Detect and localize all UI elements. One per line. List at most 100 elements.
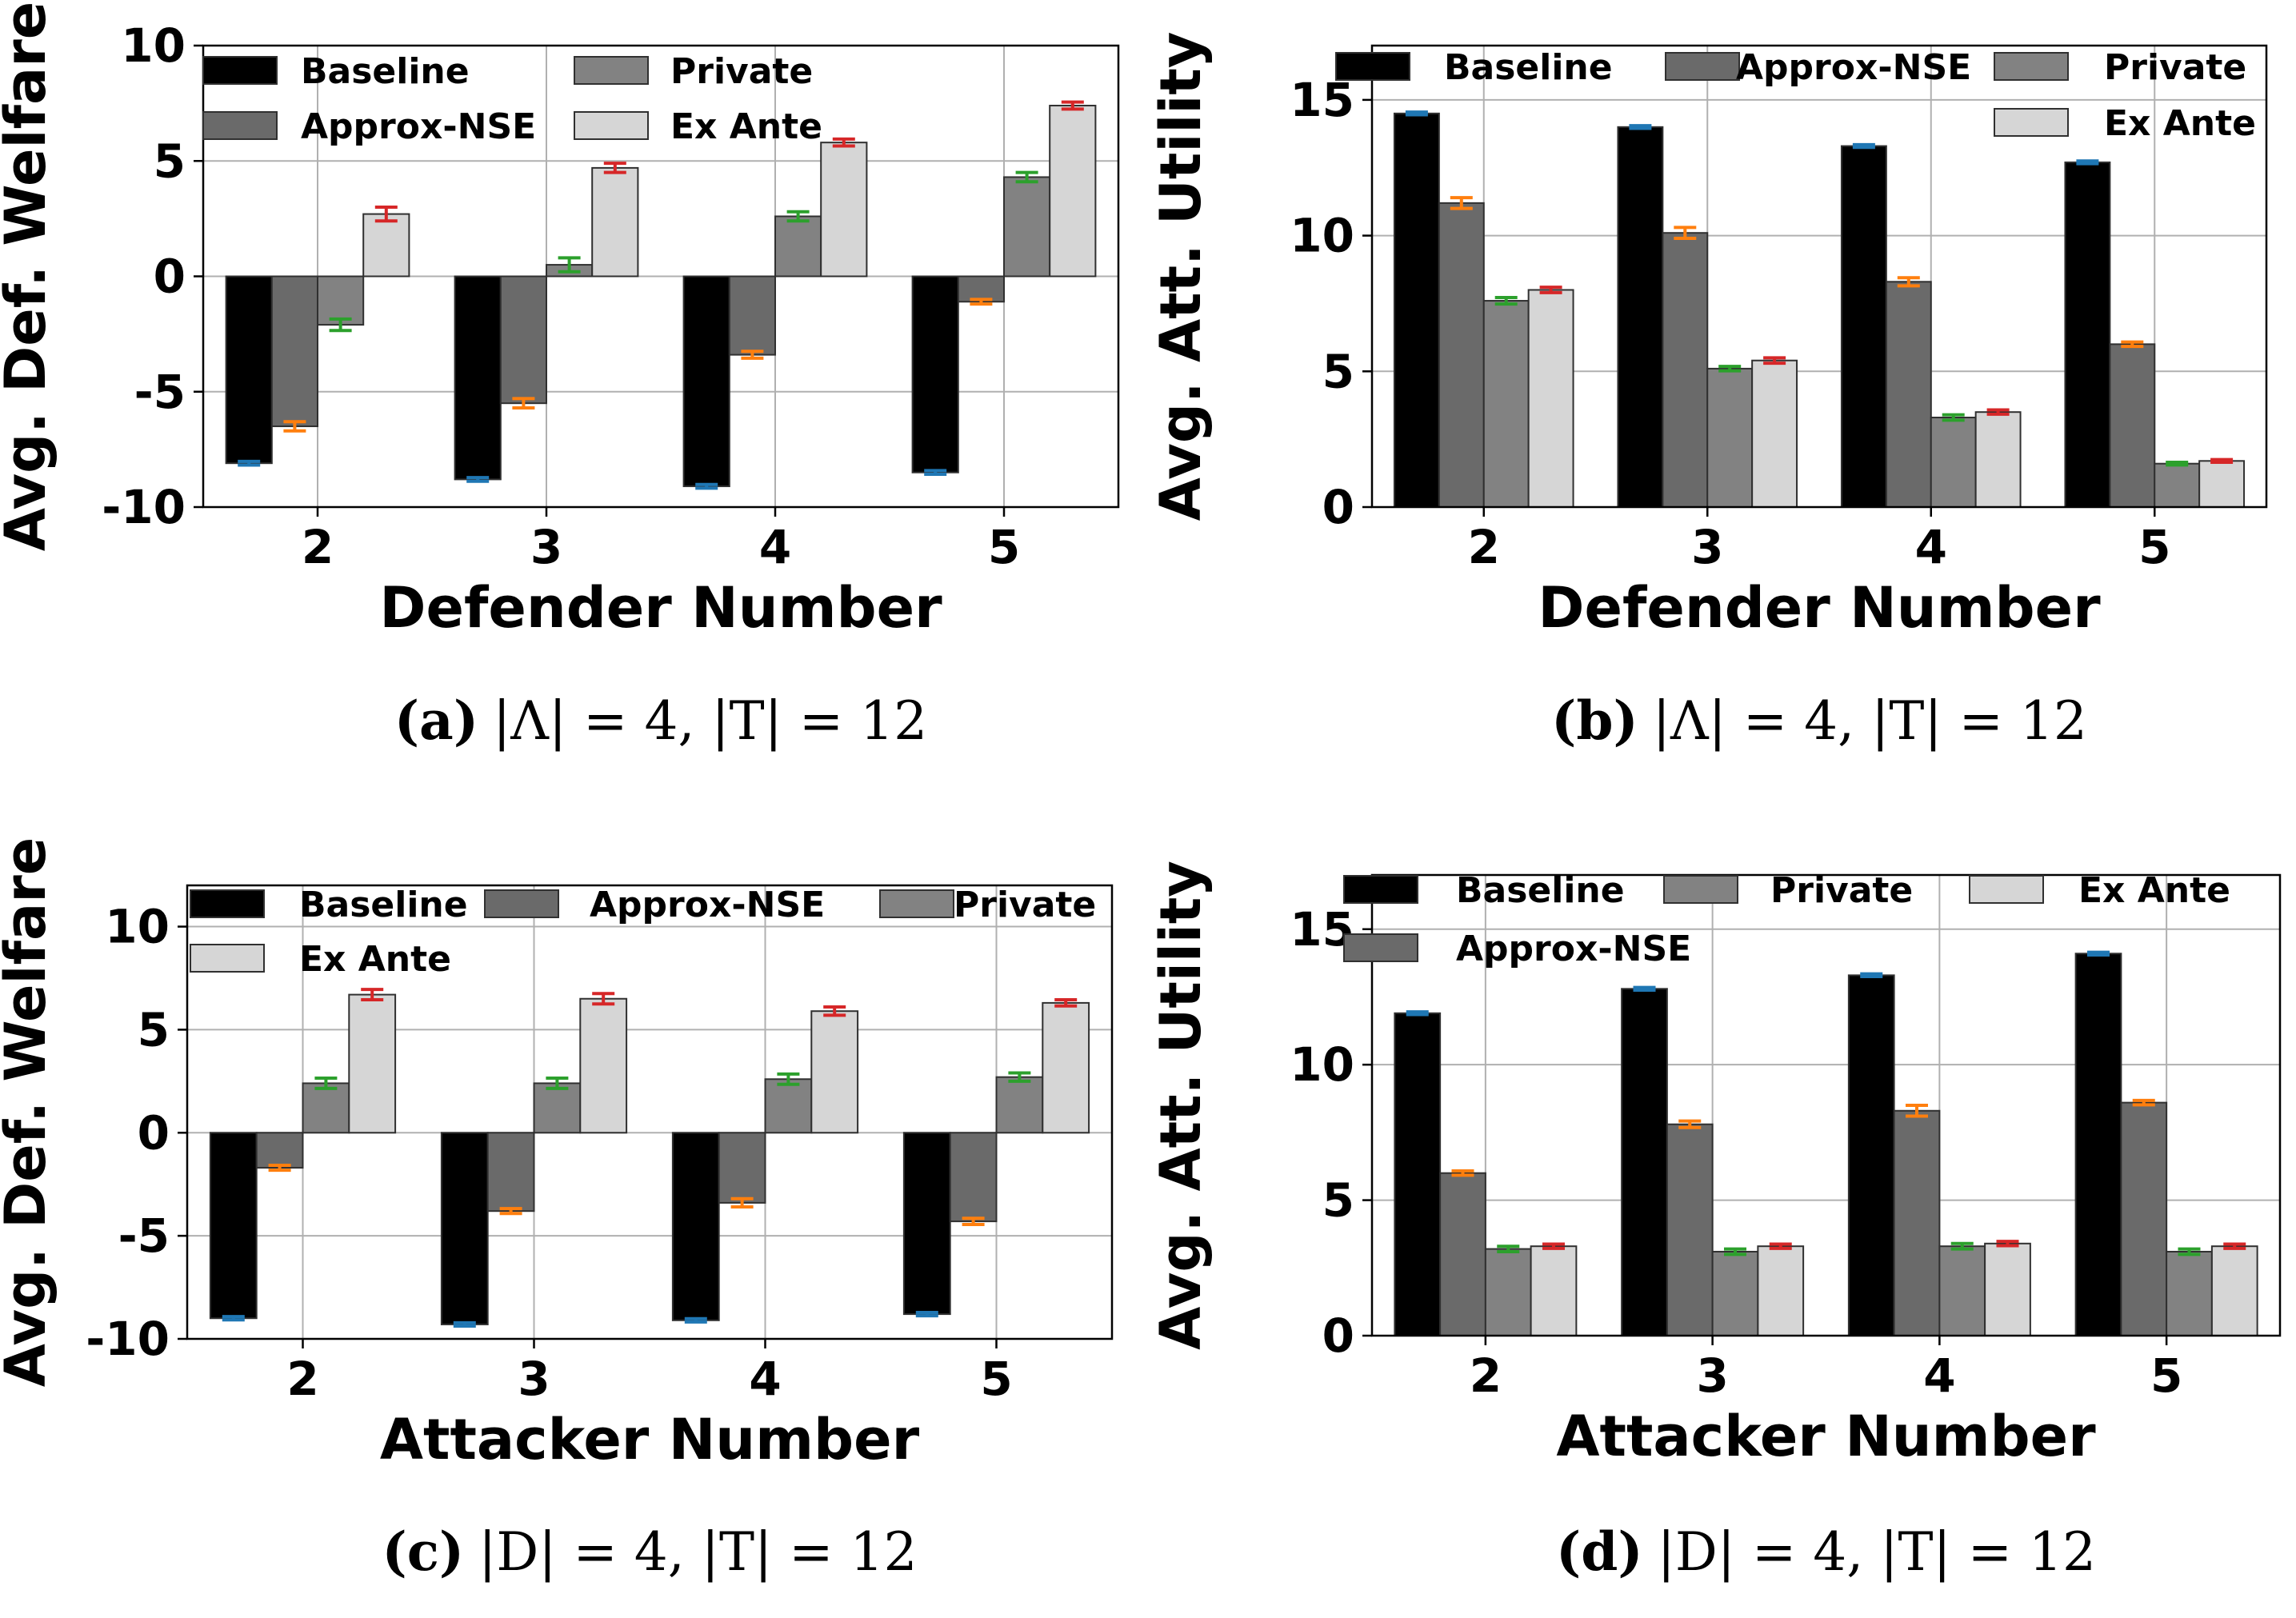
caption-text: |Λ| = 4, |T| = 12 — [1653, 690, 2087, 752]
legend-swatch-ex_ante — [1994, 108, 2069, 137]
x-tick-label: 4 — [759, 520, 791, 574]
legend-swatch-private — [1994, 52, 2069, 81]
bar-baseline — [1617, 126, 1664, 509]
legend-label-approx_nse: Approx-NSE — [1456, 929, 1691, 969]
legend-label-baseline: Baseline — [1456, 870, 1625, 911]
x-tick-label: 3 — [1691, 520, 1723, 574]
y-tick-label: 10 — [121, 18, 186, 73]
legend-label-baseline: Baseline — [1444, 47, 1613, 88]
bar-private — [1706, 367, 1754, 508]
bar-baseline — [454, 275, 502, 481]
legend-swatch-baseline — [1343, 875, 1418, 904]
x-tick-label: 4 — [1915, 520, 1947, 574]
legend-swatch-private — [879, 889, 954, 918]
bar-ex_ante — [1751, 359, 1798, 508]
legend-label-private: Private — [670, 51, 813, 92]
legend-label-private: Private — [954, 885, 1096, 925]
bar-private — [317, 275, 365, 326]
bar-approx_nse — [728, 275, 776, 356]
caption-text: |D| = 4, |T| = 12 — [478, 1521, 917, 1583]
legend-swatch-baseline — [190, 889, 265, 918]
legend-swatch-ex_ante — [1969, 875, 2044, 904]
y-axis-label: Avg. Att. Utility — [1148, 32, 1214, 521]
x-tick-label: 5 — [2150, 1348, 2182, 1403]
x-tick-label: 3 — [530, 520, 562, 574]
legend-swatch-ex_ante — [190, 944, 265, 973]
bar-baseline — [440, 1132, 489, 1325]
legend-label-ex_ante: Ex Ante — [299, 939, 451, 980]
y-tick-label: 10 — [1290, 209, 1354, 263]
y-tick-label: 0 — [138, 1105, 170, 1160]
bar-baseline — [225, 275, 273, 465]
bar-approx_nse — [949, 1132, 998, 1223]
bar-ex_ante — [2198, 460, 2246, 508]
y-tick-label: -10 — [86, 1312, 170, 1366]
bar-private — [2154, 462, 2201, 508]
bar-ex_ante — [1530, 1245, 1578, 1336]
bar-approx_nse — [1438, 202, 1485, 508]
bar-baseline — [911, 275, 959, 473]
bar-baseline — [1394, 1012, 1442, 1337]
bar-baseline — [2074, 953, 2122, 1336]
bar-ex_ante — [591, 166, 639, 278]
bar-ex_ante — [579, 997, 628, 1134]
bar-ex_ante — [1049, 105, 1097, 278]
bar-private — [1482, 300, 1530, 508]
bar-approx_nse — [1666, 1123, 1714, 1336]
x-tick-label: 3 — [518, 1352, 550, 1406]
bar-approx_nse — [270, 275, 318, 428]
bar-private — [302, 1082, 350, 1134]
bar-private — [764, 1078, 813, 1134]
bar-private — [1711, 1250, 1759, 1337]
legend-label-ex_ante: Ex Ante — [670, 106, 822, 147]
caption-label: (b) — [1551, 689, 1638, 752]
bar-approx_nse — [486, 1132, 535, 1213]
bar-private — [1938, 1245, 1986, 1336]
y-tick-label: 5 — [138, 1002, 170, 1057]
y-tick-label: 15 — [1290, 73, 1354, 127]
legend: Baseline Private Approx-NSE Ex Ante — [202, 51, 822, 147]
bar-baseline — [1621, 988, 1668, 1337]
bar-private — [995, 1076, 1044, 1134]
x-tick-label: 5 — [2138, 520, 2170, 574]
bar-baseline — [209, 1132, 258, 1320]
bar-ex_ante — [1527, 289, 1574, 508]
y-tick-label: -5 — [118, 1209, 170, 1263]
figure-caption: (d) |D| = 4, |T| = 12 — [1556, 1520, 2096, 1583]
bar-baseline — [902, 1132, 951, 1316]
bar-private — [2166, 1250, 2213, 1337]
bar-approx_nse — [2120, 1101, 2168, 1337]
figure-caption: (c) |D| = 4, |T| = 12 — [382, 1520, 918, 1583]
x-tick-label: 2 — [1468, 520, 1500, 574]
legend-label-approx_nse: Approx-NSE — [1736, 47, 1971, 88]
y-axis-label: Avg. Att. Utility — [1148, 861, 1214, 1350]
x-tick-label: 2 — [1470, 1348, 1502, 1403]
bar-baseline — [671, 1132, 720, 1321]
figure-caption: (b) |Λ| = 4, |T| = 12 — [1551, 689, 2087, 752]
bar-approx_nse — [1439, 1172, 1486, 1337]
legend-swatch-private — [1663, 875, 1738, 904]
legend-label-approx_nse: Approx-NSE — [590, 885, 825, 925]
bar-ex_ante — [1974, 411, 2022, 508]
x-tick-label: 4 — [749, 1352, 781, 1406]
plot-frame — [186, 884, 1114, 1340]
x-tick-label: 3 — [1696, 1348, 1728, 1403]
y-tick-label: -10 — [102, 480, 186, 534]
caption-text: |Λ| = 4, |T| = 12 — [493, 690, 927, 752]
bar-ex_ante — [2210, 1245, 2258, 1336]
bar-baseline — [1847, 974, 1895, 1337]
legend-swatch-approx_nse — [1343, 933, 1418, 962]
legend-label-private: Private — [1770, 870, 1913, 911]
bar-ex_ante — [810, 1010, 859, 1134]
bar-private — [1930, 416, 1977, 509]
legend: Baseline Approx-NSE Private Ex Ante — [1335, 47, 2256, 144]
plot-frame — [1370, 44, 2268, 509]
caption-label: (c) — [382, 1520, 465, 1583]
bar-approx_nse — [499, 275, 547, 405]
bar-ex_ante — [820, 142, 868, 278]
plot-frame — [1370, 873, 2282, 1337]
x-tick-label: 5 — [988, 520, 1020, 574]
y-tick-label: 5 — [1322, 344, 1354, 398]
chart-b: 0 5 10 15 2 3 4 5 Defender Number Avg. Att. Utili… — [1148, 32, 2268, 752]
bar-ex_ante — [1757, 1245, 1805, 1336]
